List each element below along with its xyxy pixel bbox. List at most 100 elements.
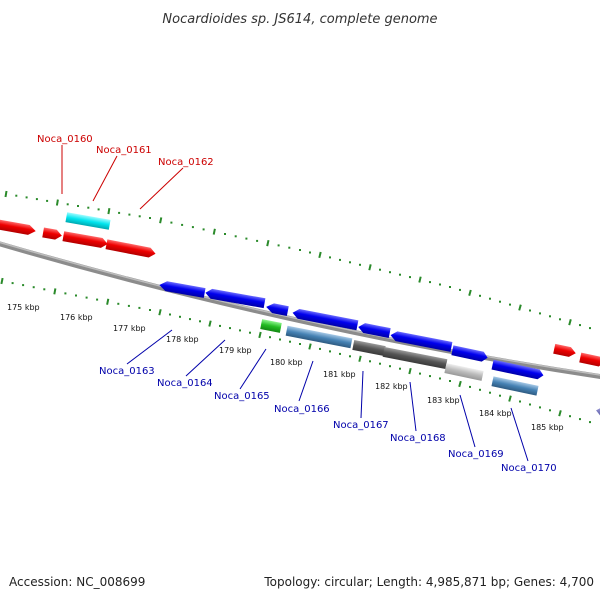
label-noca-0164[interactable]: Noca_0164 <box>157 378 213 389</box>
scale-dot <box>489 297 491 300</box>
label-noca-0167[interactable]: Noca_0167 <box>333 420 389 431</box>
genome-backbone <box>0 241 600 380</box>
scale-tick <box>4 190 8 198</box>
scale-tick <box>568 319 572 326</box>
gene-noca-0165[interactable] <box>260 319 282 333</box>
scale-dot <box>409 276 411 279</box>
scale-dot <box>179 315 181 318</box>
scale-dot <box>239 329 241 332</box>
scale-dot <box>117 302 120 305</box>
leader-line <box>239 348 267 390</box>
label-noca-0165[interactable]: Noca_0165 <box>214 391 270 402</box>
label-noca-0162[interactable]: Noca_0162 <box>158 157 214 168</box>
gene-noca-0167[interactable] <box>352 340 386 356</box>
scale-tick <box>368 264 372 271</box>
leader-line <box>360 370 364 419</box>
scale-label: 176 kbp <box>60 313 93 322</box>
scale-dot <box>138 306 141 309</box>
gene-noca-0162[interactable] <box>105 239 157 258</box>
scale-dot <box>245 237 248 240</box>
label-noca-0160[interactable]: Noca_0160 <box>37 134 93 145</box>
scale-label: 184 kbp <box>479 409 512 418</box>
leader-line <box>139 167 184 210</box>
scale-dot <box>32 286 35 289</box>
scale-label: 180 kbp <box>270 358 303 367</box>
scale-dot <box>379 268 381 271</box>
label-noca-0163[interactable]: Noca_0163 <box>99 366 155 377</box>
gene-arrow[interactable] <box>579 352 600 368</box>
gene-arrow[interactable] <box>42 227 62 241</box>
scale-dot <box>559 318 561 321</box>
gene-noca-0161[interactable] <box>65 212 111 230</box>
scale-dot <box>169 313 171 316</box>
scale-dot <box>97 208 100 211</box>
forward-gene-labels: Noca_0160 Noca_0161 Noca_0162 <box>37 134 214 210</box>
leader-line <box>185 339 226 377</box>
scale-label: 179 kbp <box>219 346 252 355</box>
scale-dot <box>96 298 99 301</box>
gene-noca-0160[interactable] <box>62 231 108 249</box>
gene-arrow[interactable] <box>292 308 359 331</box>
scale-dot <box>25 196 28 199</box>
scale-dot <box>359 263 361 266</box>
scale-dot <box>269 336 271 339</box>
leader-line <box>92 155 118 202</box>
gene-noca-0168[interactable] <box>382 346 448 370</box>
scale-dot <box>389 365 391 368</box>
gene-arrow[interactable] <box>491 359 545 381</box>
scale-dot <box>539 312 541 315</box>
gene-noca-0164[interactable] <box>205 288 266 309</box>
gene-noca-0169[interactable] <box>444 363 484 381</box>
leader-line <box>298 360 314 402</box>
scale-dot <box>329 256 331 259</box>
gene-noca-0166[interactable] <box>285 325 353 349</box>
scale-dot <box>419 372 421 375</box>
scale-dot <box>249 331 251 334</box>
scale-tick <box>106 298 110 305</box>
gene-noca-0163[interactable] <box>158 280 206 298</box>
map-title: Nocardioides sp. JS614, complete genome <box>162 12 437 27</box>
scale-dot <box>22 284 25 287</box>
scale-dot <box>389 271 391 274</box>
label-noca-0169[interactable]: Noca_0169 <box>448 449 504 460</box>
label-noca-0170[interactable]: Noca_0170 <box>501 463 557 474</box>
scale-dot <box>429 375 431 378</box>
gene-arrow[interactable] <box>595 405 600 418</box>
leader-line <box>409 381 417 432</box>
scale-dot <box>519 400 521 403</box>
label-noca-0166[interactable]: Noca_0166 <box>274 404 330 415</box>
scale-dot <box>399 273 401 276</box>
scale-tick <box>212 228 216 235</box>
scale-dot <box>138 215 141 218</box>
reverse-gene-labels: Noca_0163 Noca_0164 Noca_0165 Noca_0166 … <box>99 329 557 474</box>
scale-dot <box>202 228 205 231</box>
scale-labels: 175 kbp 176 kbp 177 kbp 178 kbp 179 kbp … <box>7 303 564 432</box>
scale-dot <box>128 213 131 216</box>
scale-tick <box>468 289 472 296</box>
gene-arrow[interactable] <box>390 330 453 352</box>
scale-dot <box>539 406 541 409</box>
label-noca-0168[interactable]: Noca_0168 <box>390 433 446 444</box>
leader-line <box>126 329 173 365</box>
scale-dot <box>339 258 341 261</box>
scale-label: 185 kbp <box>531 423 564 432</box>
scale-dot <box>75 294 77 297</box>
gene-arrow[interactable] <box>357 322 391 338</box>
leader-line <box>510 407 529 462</box>
scale-dot <box>319 347 321 350</box>
gene-noca-0170[interactable] <box>491 376 539 396</box>
scale-dot <box>459 288 461 291</box>
gene-arrow[interactable] <box>553 343 577 358</box>
label-noca-0161[interactable]: Noca_0161 <box>96 145 152 156</box>
scale-dot <box>127 304 130 307</box>
forward-strand-genes <box>0 212 600 367</box>
gene-arrow[interactable] <box>451 345 488 362</box>
gene-arrow[interactable] <box>265 302 289 317</box>
gene-arrow[interactable] <box>0 218 37 236</box>
scale-label: 175 kbp <box>7 303 40 312</box>
scale-tick <box>408 367 412 375</box>
scale-dot <box>66 203 69 206</box>
scale-dot <box>149 309 151 311</box>
scale-dot <box>256 239 259 242</box>
